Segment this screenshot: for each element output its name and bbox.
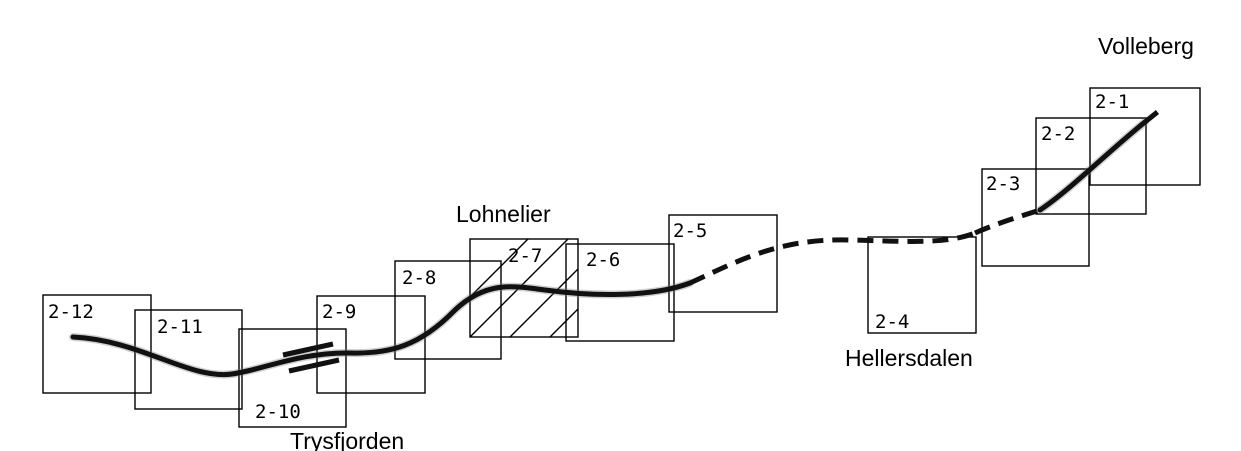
sheet-label-2-5: 2-5 <box>673 220 707 242</box>
route-dashed-east-end <box>1143 108 1162 124</box>
sheet-label-2-7: 2-7 <box>508 245 542 267</box>
sheet-label-2-10: 2-10 <box>255 401 301 423</box>
route-solid-west <box>70 280 693 378</box>
sheet-label-2-1: 2-1 <box>1095 91 1129 113</box>
hatch-pattern-2-7 <box>470 239 578 337</box>
place-label-volleberg: Volleberg <box>1098 33 1194 59</box>
route-solid-east <box>1037 119 1148 213</box>
place-label-lohnelier: Lohnelier <box>456 201 551 227</box>
sheet-frame-2-12 <box>42 294 152 394</box>
sheet-label-2-2: 2-2 <box>1041 123 1075 145</box>
sheet-frame-2-1 <box>1089 87 1201 186</box>
sheet-label-2-3: 2-3 <box>986 173 1020 195</box>
sheet-frame-2-10 <box>238 328 347 428</box>
sheet-label-2-12: 2-12 <box>48 301 94 323</box>
route-dashed-middle <box>688 230 976 286</box>
sheet-frame-2-9 <box>316 295 426 394</box>
sheet-frame-2-8 <box>394 260 502 360</box>
sheet-frame-2-3 <box>981 168 1090 267</box>
sheet-frame-2-5 <box>668 214 778 313</box>
sheet-label-2-8: 2-8 <box>402 267 436 289</box>
bridge-line-upper <box>282 341 334 358</box>
sheet-label-2-6: 2-6 <box>586 249 620 271</box>
sheet-label-2-4: 2-4 <box>875 311 909 333</box>
sheet-label-2-11: 2-11 <box>157 316 203 338</box>
place-label-trysfjorden: Trysfjorden <box>290 428 404 451</box>
sheet-frame-2-4 <box>867 236 977 334</box>
place-label-hellersdalen: Hellersdalen <box>845 345 973 371</box>
sheet-label-2-9: 2-9 <box>322 301 356 323</box>
bridge-line-lower <box>288 357 340 374</box>
sheet-frame-2-7 <box>469 238 579 338</box>
sheet-frame-2-2 <box>1035 117 1147 215</box>
sheet-frame-2-11 <box>134 309 243 410</box>
route-dashed-east <box>973 207 1041 236</box>
